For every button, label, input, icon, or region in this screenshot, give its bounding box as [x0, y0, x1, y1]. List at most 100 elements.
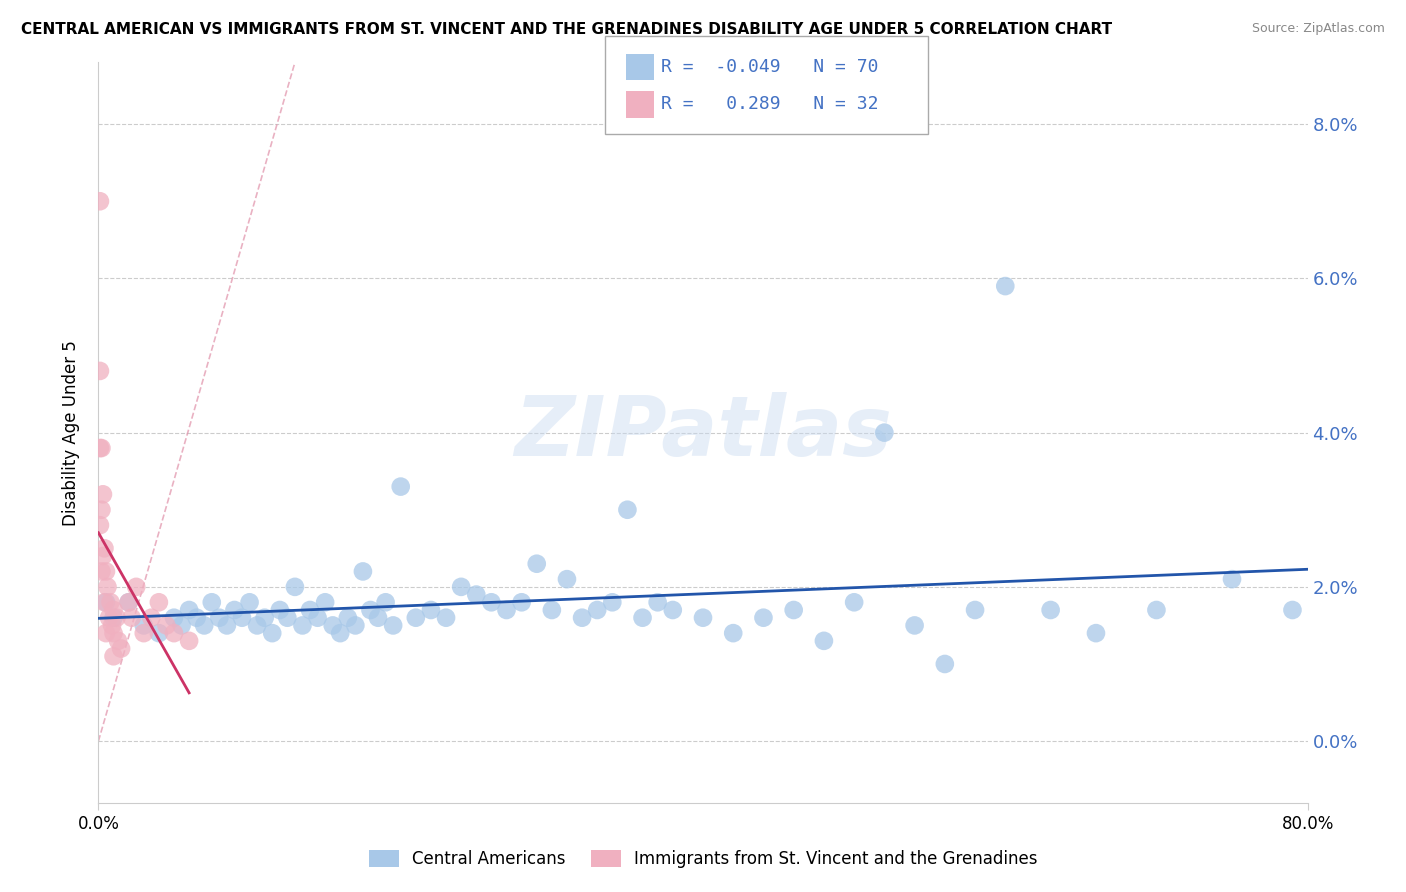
Text: Source: ZipAtlas.com: Source: ZipAtlas.com [1251, 22, 1385, 36]
Point [262, 626, 284, 640]
Point [101, 618, 124, 632]
Point [352, 565, 374, 579]
Point [965, 603, 987, 617]
Point [103, 626, 125, 640]
Point [1281, 603, 1303, 617]
Point [179, 633, 201, 648]
Text: R =  -0.049   N = 70: R = -0.049 N = 70 [661, 58, 879, 76]
Text: R =   0.289   N = 32: R = 0.289 N = 32 [661, 95, 879, 113]
Point [389, 480, 412, 494]
Point [170, 618, 193, 632]
Point [1039, 603, 1062, 617]
Point [616, 502, 638, 516]
Point [329, 626, 352, 640]
Point [465, 588, 488, 602]
Point [276, 611, 298, 625]
Point [215, 618, 238, 632]
Point [239, 595, 262, 609]
Point [555, 572, 578, 586]
Point [602, 595, 624, 609]
Point [994, 279, 1017, 293]
Point [405, 611, 427, 625]
Point [336, 611, 359, 625]
Point [481, 595, 503, 609]
Point [148, 595, 170, 609]
Text: CENTRAL AMERICAN VS IMMIGRANTS FROM ST. VINCENT AND THE GRENADINES DISABILITY AG: CENTRAL AMERICAN VS IMMIGRANTS FROM ST. … [21, 22, 1112, 37]
Point [1220, 572, 1243, 586]
Point [844, 595, 866, 609]
Point [360, 603, 382, 617]
Point [90, 441, 112, 455]
Point [526, 557, 548, 571]
Point [107, 633, 129, 648]
Point [586, 603, 609, 617]
Point [752, 611, 775, 625]
Point [367, 611, 389, 625]
Point [93, 595, 115, 609]
Point [201, 595, 224, 609]
Point [571, 611, 593, 625]
Point [208, 611, 231, 625]
Point [105, 611, 128, 625]
Point [91, 549, 114, 563]
Point [284, 580, 307, 594]
Point [540, 603, 562, 617]
Point [647, 595, 669, 609]
Point [246, 618, 269, 632]
Point [94, 595, 117, 609]
Point [450, 580, 472, 594]
Point [873, 425, 896, 440]
Point [692, 611, 714, 625]
Point [91, 487, 114, 501]
Point [307, 611, 329, 625]
Point [94, 626, 117, 640]
Point [224, 603, 246, 617]
Point [93, 541, 115, 556]
Point [510, 595, 533, 609]
Point [495, 603, 517, 617]
Point [89, 441, 111, 455]
Point [783, 603, 806, 617]
Point [118, 595, 141, 609]
Point [382, 618, 405, 632]
Point [89, 194, 111, 209]
Point [90, 565, 112, 579]
Text: ZIPatlas: ZIPatlas [515, 392, 891, 473]
Point [100, 595, 122, 609]
Point [125, 580, 148, 594]
Point [89, 518, 111, 533]
Point [1144, 603, 1167, 617]
Point [269, 603, 291, 617]
Point [374, 595, 396, 609]
Point [434, 611, 457, 625]
Point [344, 618, 367, 632]
Point [148, 626, 170, 640]
Point [163, 611, 186, 625]
Point [89, 364, 111, 378]
Point [631, 611, 654, 625]
Point [904, 618, 927, 632]
Point [118, 595, 141, 609]
Point [90, 502, 112, 516]
Point [132, 618, 155, 632]
Point [661, 603, 683, 617]
Point [314, 595, 336, 609]
Point [934, 657, 956, 671]
Point [299, 603, 322, 617]
Point [1085, 626, 1108, 640]
Point [98, 611, 121, 625]
Point [155, 618, 177, 632]
Point [103, 611, 125, 625]
Point [163, 626, 186, 640]
Point [132, 626, 155, 640]
Point [193, 618, 215, 632]
Point [322, 618, 344, 632]
Point [231, 611, 253, 625]
Point [96, 580, 118, 594]
Y-axis label: Disability Age Under 5: Disability Age Under 5 [62, 340, 80, 525]
Point [141, 611, 163, 625]
Point [121, 611, 143, 625]
Point [253, 611, 276, 625]
Point [291, 618, 314, 632]
Point [179, 603, 201, 617]
